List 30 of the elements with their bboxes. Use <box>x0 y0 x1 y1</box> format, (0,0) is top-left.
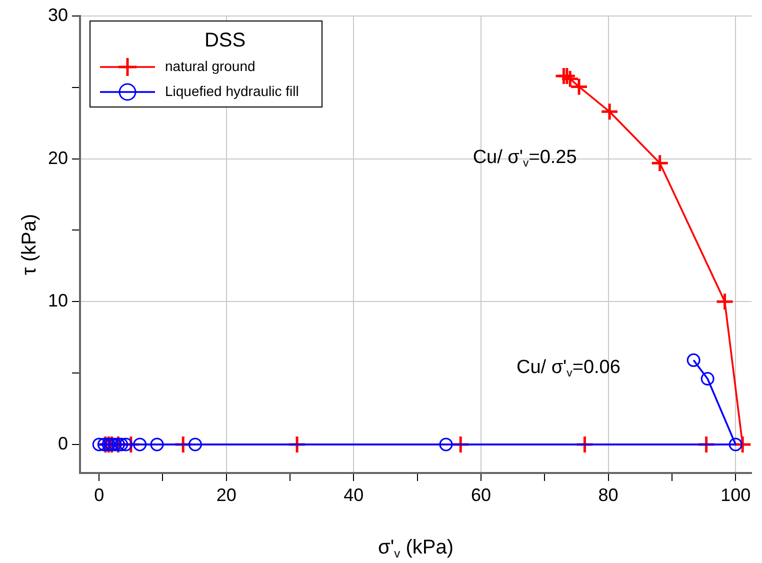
legend-title: DSS <box>204 30 246 52</box>
x-tick-label: 60 <box>470 484 492 505</box>
y-tick-label: 10 <box>48 290 68 311</box>
point <box>600 102 619 121</box>
point <box>119 438 133 452</box>
y-tick-label: 0 <box>58 433 68 454</box>
point <box>150 438 164 452</box>
x-tick-label: 40 <box>344 484 364 505</box>
y-axis-title: τ (kPa) <box>18 214 41 276</box>
legend-label: Liquefied hydraulic fill <box>165 82 299 99</box>
point <box>133 438 147 452</box>
point <box>554 66 573 86</box>
point <box>716 292 734 311</box>
x-tick-label: 0 <box>94 484 104 505</box>
point <box>700 372 714 386</box>
x-tick-label: 20 <box>216 484 236 505</box>
point <box>650 154 670 172</box>
point <box>733 435 752 454</box>
x-tick-label: 100 <box>720 484 751 505</box>
y-tick-label: 30 <box>48 4 68 25</box>
point <box>92 438 106 452</box>
y-tick-label: 20 <box>48 148 68 168</box>
point <box>114 438 128 452</box>
point <box>97 438 111 452</box>
x-tick-label: 80 <box>598 484 618 505</box>
point <box>439 438 453 452</box>
legend-label: natural ground <box>165 58 256 74</box>
point <box>686 353 700 367</box>
point <box>188 438 202 452</box>
point <box>728 438 742 452</box>
